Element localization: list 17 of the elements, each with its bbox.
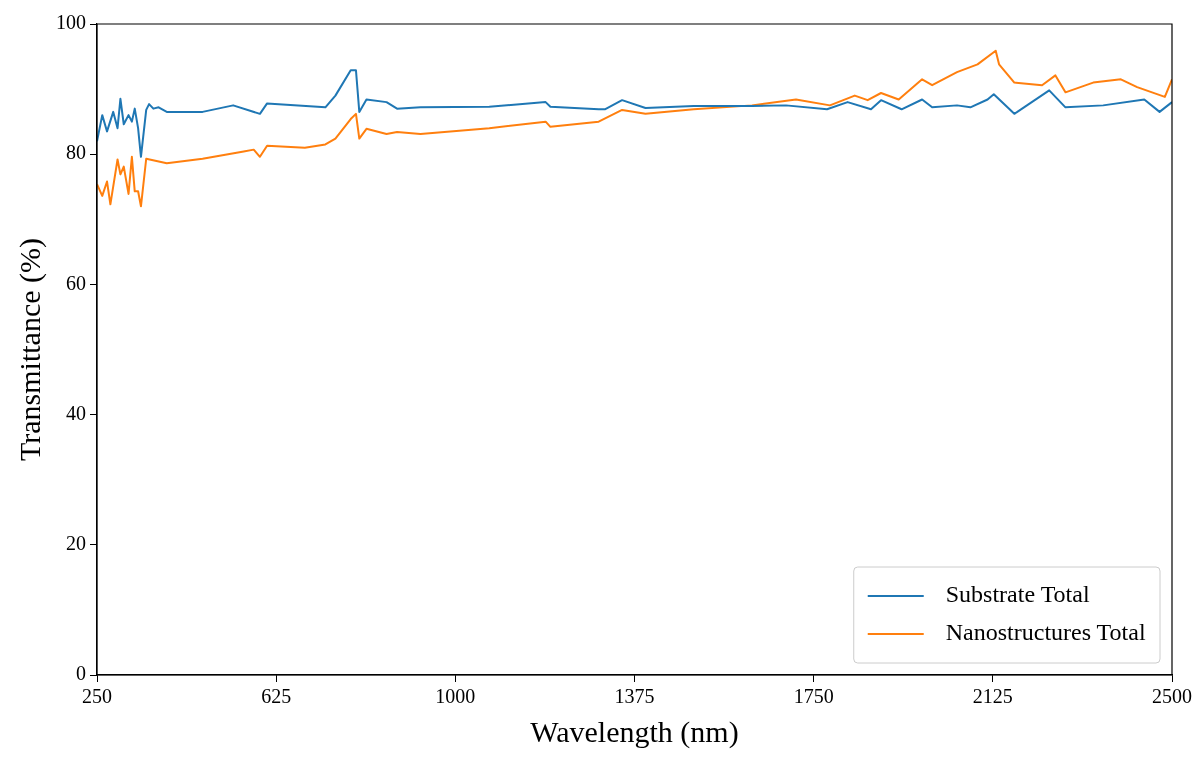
x-tick-label: 250 (82, 685, 112, 708)
x-tick-label: 1750 (793, 685, 834, 708)
x-tick-label: 1000 (435, 685, 476, 708)
y-tick-label: 60 (66, 271, 86, 294)
y-axis-title: Transmittance (%) (12, 237, 47, 462)
x-axis-title: Wavelength (nm) (530, 714, 739, 749)
x-tick-label: 2500 (1152, 685, 1192, 708)
y-tick-label: 40 (66, 401, 86, 424)
x-tick-label: 1375 (614, 685, 655, 708)
y-tick-label: 100 (56, 11, 86, 34)
y-tick-label: 80 (66, 141, 86, 164)
legend-label: Substrate Total (945, 581, 1090, 608)
y-tick-label: 0 (76, 662, 86, 685)
y-tick-label: 20 (66, 532, 86, 555)
x-tick-label: 2125 (972, 685, 1013, 708)
legend-label: Nanostructures Total (945, 619, 1146, 646)
x-tick-label: 625 (261, 685, 292, 708)
